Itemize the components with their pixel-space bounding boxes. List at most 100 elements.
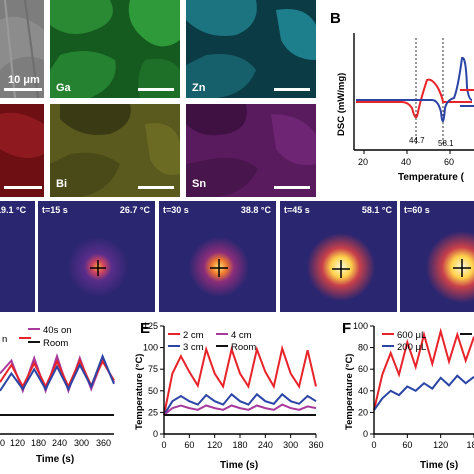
panel-f-ytick: 0 — [363, 429, 368, 439]
panel-e-xtick: 120 — [207, 440, 222, 450]
ir-frame-1: t=15 s 26.7 °C — [38, 201, 155, 312]
panel-e-legend-1: 3 cm — [183, 342, 204, 353]
panel-letter-f: F — [342, 320, 352, 337]
panel-f-xlabel: Time (s) — [420, 460, 458, 471]
panel-e-ytick: 100 — [143, 343, 158, 353]
panel-f-xtick: 0 — [371, 440, 376, 450]
dsc-xtick: 40 — [401, 157, 411, 167]
panel-letter-e: E — [140, 320, 151, 337]
panel-e-legend-0: 2 cm — [183, 330, 204, 341]
panel-f-series-600-L — [373, 327, 474, 411]
panel-f-plot — [373, 327, 474, 411]
scale-bar-label: 10 μm — [8, 74, 40, 86]
panel-e-ytick: 25 — [148, 407, 158, 417]
ir-frame-2: t=30 s 38.8 °C — [159, 201, 276, 312]
panel-f-ylabel: Temperature (°C) — [344, 354, 355, 430]
panel-e-xtick: 180 — [232, 440, 247, 450]
panel-d-legend-0: n — [2, 334, 7, 345]
panel-f-legend-1: 200 μL — [397, 342, 426, 353]
scale-bar — [4, 186, 42, 189]
panel-d-xtick: 0 — [0, 438, 5, 448]
panel-f-legend-0: 600 μL — [397, 330, 426, 341]
dsc-blue-curve — [356, 56, 473, 122]
ir-temp-3: 58.1 °C — [361, 205, 392, 215]
panel-f-xticks: 0 60 120 180 — [371, 434, 474, 450]
eds-map-bi — [50, 104, 180, 197]
dsc-annot-1: 44.7 — [409, 136, 425, 145]
panel-f-xtick: 60 — [402, 440, 412, 450]
panel-e-xtick: 300 — [283, 440, 298, 450]
ir-time-3: t=45 s — [284, 205, 310, 215]
panel-f-ytick: 80 — [358, 343, 368, 353]
ir-temp-1: 26.7 °C — [119, 205, 150, 215]
dsc-xtick: 20 — [358, 157, 368, 167]
dsc-chart: 44.7 58.1 20 40 60 Temperature ( DSC (mW… — [336, 33, 474, 183]
ir-frame-3: t=45 s 58.1 °C — [280, 201, 397, 312]
panel-e-legend-2: 4 cm — [231, 330, 252, 341]
scale-bar — [4, 88, 42, 91]
panel-d-series-2 — [0, 353, 115, 392]
panel-d-xtick: 240 — [52, 438, 67, 448]
panel-f-ytick: 60 — [358, 364, 368, 374]
panel-d-xtick: 300 — [74, 438, 89, 448]
panel-f-xtick: 180 — [466, 440, 474, 450]
panel-e-legend-3: Room — [231, 342, 256, 353]
ir-temp-2: 38.8 °C — [240, 205, 271, 215]
element-label-zn: Zn — [192, 82, 206, 94]
panel-e-ylabel: Temperature (°C) — [134, 354, 145, 430]
scale-bar — [138, 186, 174, 189]
scale-bar — [138, 88, 174, 91]
panel-e-xtick: 360 — [308, 440, 323, 450]
panel-f-ytick: 40 — [358, 386, 368, 396]
dsc-ylabel: DSC (mW/mg) — [336, 73, 347, 136]
dsc-annot-2: 58.1 — [438, 139, 454, 148]
eds-map-red — [0, 104, 44, 197]
panel-e-plot — [163, 344, 317, 416]
element-label-bi: Bi — [56, 178, 67, 190]
panel-d-xlabel: Time (s) — [36, 454, 74, 465]
ir-frame-4: t=60 s — [400, 201, 474, 312]
panel-d-legend-2: Room — [43, 338, 68, 349]
panel-e-xtick: 240 — [258, 440, 273, 450]
panel-d-chart: n 40s on Room 0 120 180 240 300 360 Time… — [0, 325, 115, 465]
panel-letter-b: B — [330, 10, 341, 27]
panel-f-ytick: 100 — [353, 321, 368, 331]
panel-e-xticks: 0 60 120 180 240 300 360 — [161, 434, 324, 450]
panel-f-chart: 0 20 40 60 80 100 0 60 120 180 600 μL 200 μL Tim… — [344, 321, 474, 471]
panel-e-series-2-cm — [163, 344, 317, 416]
element-label-ga: Ga — [56, 82, 71, 94]
panel-d-xtick: 360 — [96, 438, 111, 448]
ir-time-2: t=30 s — [163, 205, 189, 215]
panel-e-series-3-cm — [163, 392, 317, 416]
panel-e-xtick: 0 — [161, 440, 166, 450]
eds-map-zn — [186, 0, 316, 98]
sem-image — [0, 0, 44, 98]
panel-e-series-4-cm — [163, 403, 317, 416]
eds-map-ga — [50, 0, 180, 98]
dsc-xlabel: Temperature ( — [398, 172, 465, 183]
ir-temp-0: 19.1 °C — [0, 205, 27, 215]
panel-e-ytick: 50 — [148, 386, 158, 396]
scale-bar — [274, 88, 310, 91]
panel-e-xlabel: Time (s) — [220, 460, 258, 471]
panel-f-yticks: 0 20 40 60 80 100 — [353, 321, 374, 439]
dsc-xtick: 60 — [444, 157, 454, 167]
panel-d-xtick: 180 — [31, 438, 46, 448]
scale-bar — [274, 186, 310, 189]
panel-e-ytick: 125 — [143, 321, 158, 331]
panel-e-ytick: 75 — [148, 364, 158, 374]
panel-e-chart: 0 25 50 75 100 125 0 60 120 180 240 300 360 2 cm 3 … — [134, 321, 324, 471]
panel-f-xtick: 120 — [433, 440, 448, 450]
panel-d-legend-1: 40s on — [43, 325, 72, 336]
panel-f-ytick: 20 — [358, 407, 368, 417]
panel-e-xtick: 60 — [184, 440, 194, 450]
eds-map-sn — [186, 104, 316, 197]
ir-frame-0: 19.1 °C — [0, 201, 35, 312]
ir-time-4: t=60 s — [404, 205, 430, 215]
panel-e-ytick: 0 — [153, 429, 158, 439]
panel-d-xtick: 120 — [10, 438, 25, 448]
panel-f-series-200-L — [373, 374, 474, 411]
panel-d-plot — [0, 353, 115, 416]
panel-e-yticks: 0 25 50 75 100 125 — [143, 321, 164, 439]
dsc-red-curve — [356, 78, 472, 119]
